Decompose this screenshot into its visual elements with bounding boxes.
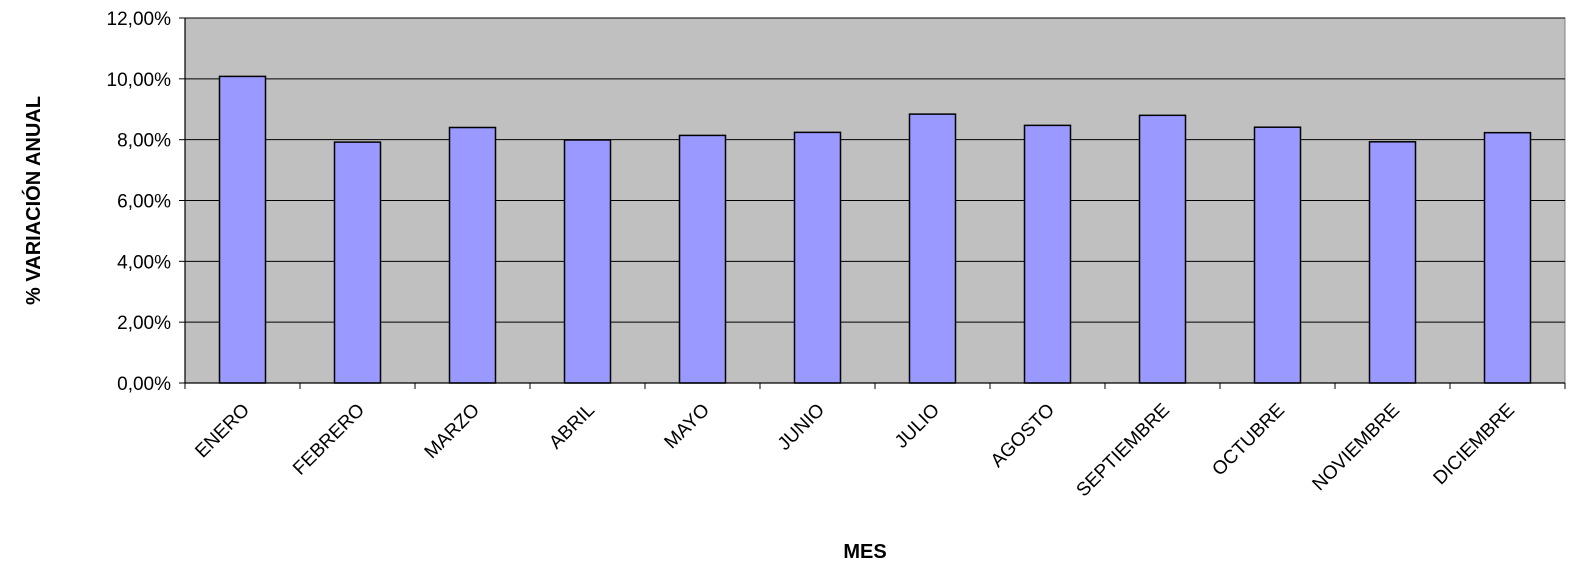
x-tick-label: ABRIL xyxy=(545,400,599,454)
x-tick-label: AGOSTO xyxy=(987,400,1059,472)
x-tick-label: SEPTIEMBRE xyxy=(1073,400,1174,501)
bar-abril xyxy=(563,139,612,384)
bars xyxy=(218,75,1532,384)
x-tick-label: ENERO xyxy=(191,400,254,463)
y-tick-label: 4,00% xyxy=(117,252,171,273)
y-tick-label: 10,00% xyxy=(107,70,172,91)
x-tick-label: OCTUBRE xyxy=(1208,400,1289,481)
bar-enero xyxy=(218,75,267,384)
x-tick-label: DICIEMBRE xyxy=(1430,400,1520,490)
axes xyxy=(179,17,1566,389)
x-tick-label: JULIO xyxy=(891,400,944,453)
y-axis-title: % VARIACIÓN ANUAL xyxy=(21,96,45,305)
bar-octubre xyxy=(1253,126,1302,384)
bar-noviembre xyxy=(1368,141,1417,384)
x-tick-label: FEBRERO xyxy=(289,400,369,480)
bar-junio xyxy=(793,131,842,384)
x-tick-labels: ENERO FEBRERO MARZO ABRIL MAYO JUNIO JULIO AGOS… xyxy=(191,400,1519,501)
x-tick-label: MARZO xyxy=(421,400,484,463)
y-tick-label: 0,00% xyxy=(117,374,171,395)
gridlines xyxy=(185,17,1565,323)
bar-septiembre xyxy=(1138,114,1187,384)
y-tick-label: 6,00% xyxy=(117,192,171,213)
y-tick-label: 8,00% xyxy=(117,131,171,152)
x-tick-label: NOVIEMBRE xyxy=(1309,400,1404,495)
bar-marzo xyxy=(448,126,497,384)
y-tick-label: 2,00% xyxy=(117,313,171,334)
bar-agosto xyxy=(1023,124,1072,384)
x-axis-title: MES xyxy=(843,541,886,563)
bar-febrero xyxy=(333,141,382,384)
bar-julio xyxy=(908,113,957,384)
bar-mayo xyxy=(678,134,727,384)
x-tick-label: MAYO xyxy=(661,400,714,453)
x-tick-label: JUNIO xyxy=(774,400,829,455)
y-tick-label: 12,00% xyxy=(107,9,172,30)
bar-diciembre xyxy=(1483,131,1532,384)
y-tick-labels: 0,00% 2,00% 4,00% 6,00% 8,00% 10,00% 12,00% xyxy=(107,9,172,395)
